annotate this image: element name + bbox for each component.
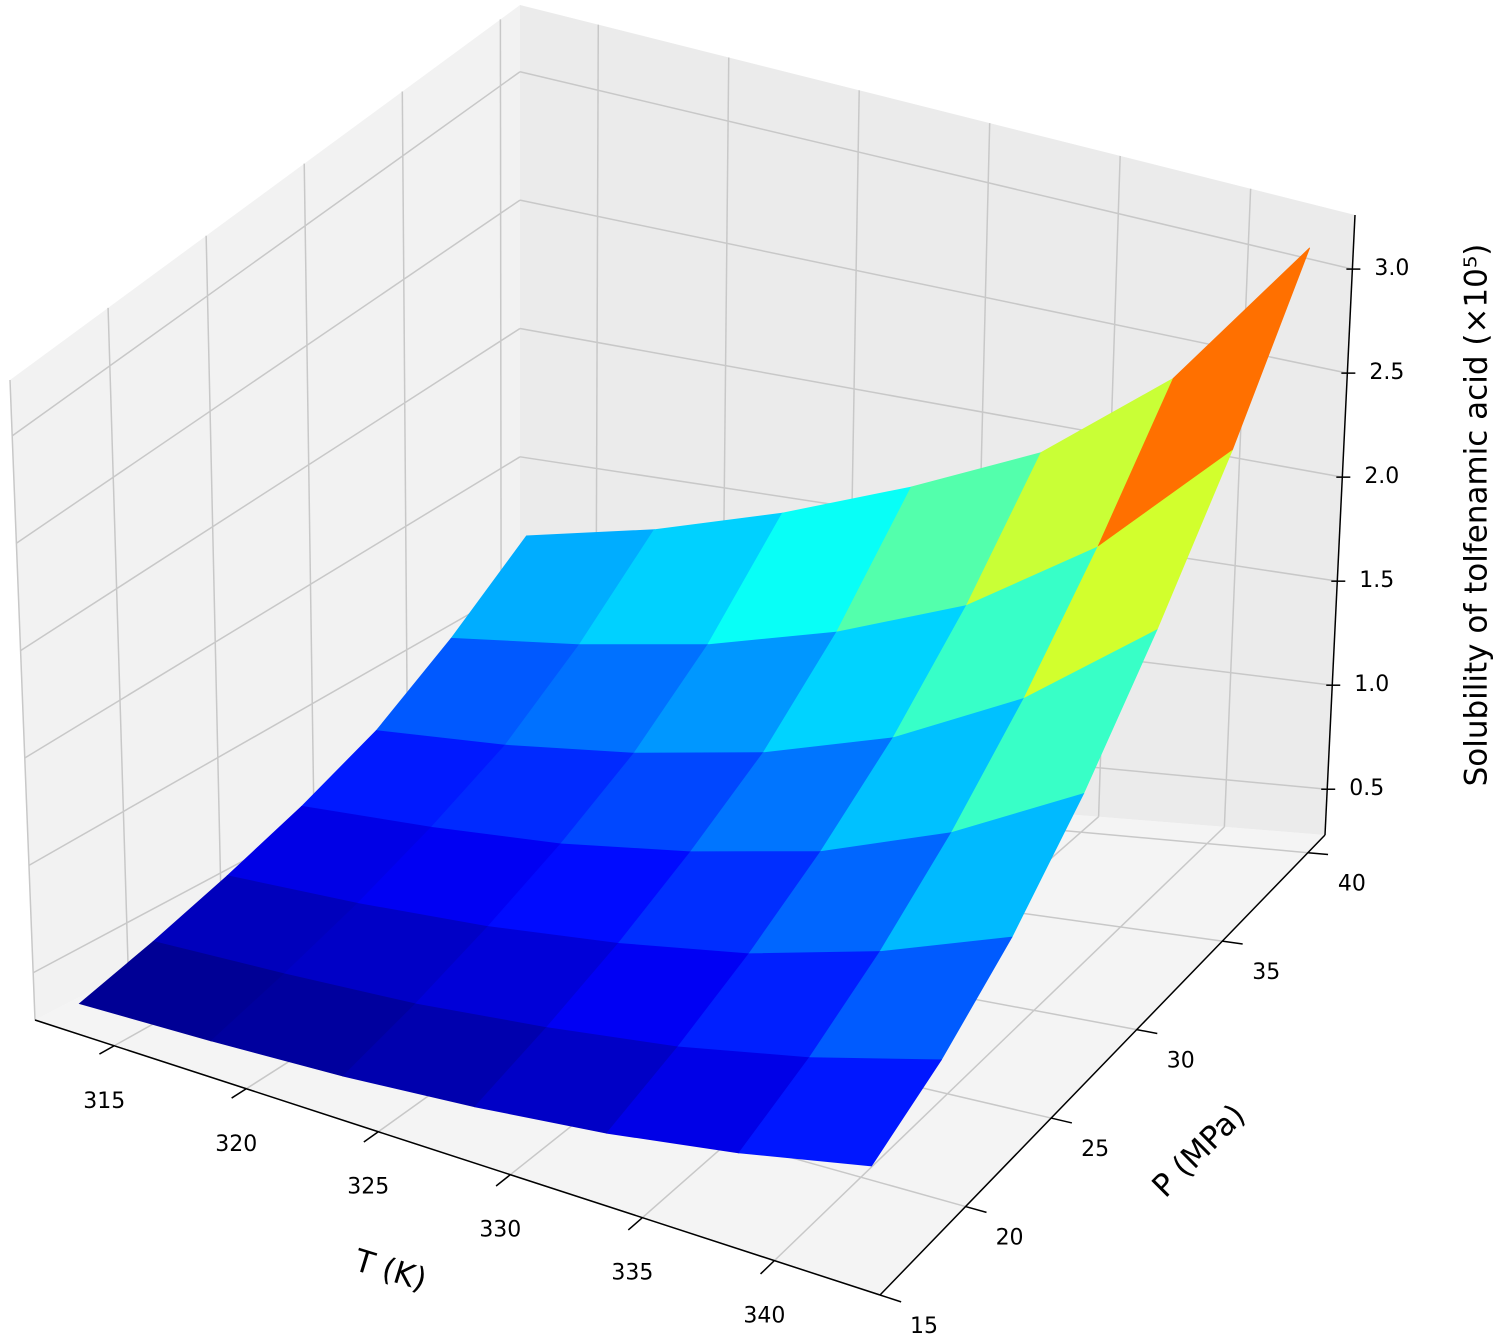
y-tick	[1050, 1117, 1073, 1124]
x-tick-label: 325	[347, 1175, 389, 1200]
grid-line	[1223, 188, 1252, 827]
grid-line	[28, 584, 521, 867]
grid-line	[519, 71, 1353, 270]
z-axis-title: Solubility of tolfenamic acid (×10⁵)	[1459, 244, 1495, 787]
z-tick-label: 1.5	[1359, 568, 1394, 593]
grid-line	[20, 327, 521, 652]
x-tick	[627, 1217, 643, 1231]
z-tick-label: 2.0	[1364, 464, 1399, 489]
y-tick-label: 35	[1252, 960, 1280, 985]
x-tick	[99, 1045, 115, 1055]
x-tick-label: 335	[611, 1261, 653, 1286]
x-tick-label: 320	[215, 1132, 257, 1157]
y-tick	[1307, 851, 1329, 856]
y-tick-label: 25	[1081, 1137, 1109, 1162]
axis-line	[34, 1019, 881, 1296]
x-tick-label: 340	[743, 1304, 785, 1329]
y-tick-label: 40	[1338, 872, 1366, 897]
grid-line	[11, 71, 521, 437]
z-tick-label: 1.0	[1354, 672, 1389, 697]
z-tick-label: 2.5	[1369, 360, 1404, 385]
grid-line	[9, 379, 36, 1021]
axis-line	[879, 834, 1326, 1296]
grid-line	[303, 163, 316, 876]
x-tick-label: 330	[479, 1218, 521, 1243]
z-tick-label: 0.5	[1349, 776, 1384, 801]
grid-line	[107, 307, 130, 972]
grid-line	[15, 199, 521, 544]
axis-line	[1324, 214, 1356, 836]
z-tick-label: 3.0	[1374, 256, 1409, 281]
grid-line	[205, 235, 223, 924]
x-tick	[495, 1174, 511, 1187]
x-tick	[760, 1260, 775, 1275]
surface-patch	[738, 1057, 943, 1167]
x-tick-label: 315	[83, 1089, 125, 1114]
y-tick	[1136, 1028, 1158, 1035]
grid-line	[773, 826, 1225, 1262]
x-axis-title: T (K)	[349, 1242, 431, 1298]
y-tick	[879, 1294, 902, 1303]
y-tick-label: 15	[910, 1314, 938, 1339]
grid-line	[24, 456, 521, 759]
y-tick	[965, 1205, 987, 1214]
y-axis-title: P (MPa)	[1145, 1097, 1252, 1204]
y-tick-label: 20	[996, 1226, 1024, 1251]
x-tick	[363, 1131, 379, 1143]
y-tick	[1222, 940, 1243, 945]
x-tick	[231, 1088, 247, 1099]
y-tick-label: 30	[1167, 1049, 1195, 1074]
